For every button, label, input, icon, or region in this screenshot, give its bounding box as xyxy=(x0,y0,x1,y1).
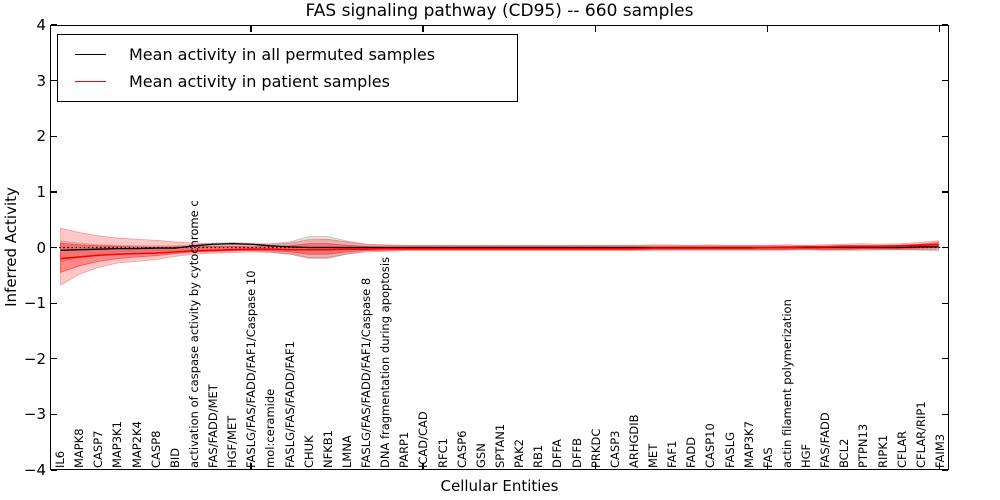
x-category-label: actin filament polymerization xyxy=(779,299,794,468)
y-tick-mark-right xyxy=(942,469,948,471)
y-tick-mark-right xyxy=(942,191,948,193)
y-tick-mark-left xyxy=(51,358,57,360)
x-tick-mark-bottom xyxy=(250,463,252,469)
x-axis-label: Cellular Entities xyxy=(440,477,559,495)
x-category-label: LMNA xyxy=(339,435,354,468)
x-category-label: FAIM3 xyxy=(932,433,947,468)
legend-line-permuted xyxy=(75,54,106,55)
y-tick-mark-right xyxy=(942,246,948,249)
x-category-label: MAP3K1 xyxy=(110,421,125,468)
y-tick-mark-right xyxy=(942,80,948,82)
x-category-label: CHUK xyxy=(301,435,316,468)
legend-entry-label: Mean activity in all permuted samples xyxy=(129,44,436,64)
x-category-label: BID xyxy=(167,447,182,468)
x-category-label: HGF xyxy=(799,443,814,468)
x-category-label: MAP3K7 xyxy=(741,421,756,468)
y-tick-label: 1 xyxy=(36,182,46,201)
x-category-label: RB1 xyxy=(531,444,546,468)
y-tick-mark-left xyxy=(51,413,57,416)
y-tick-mark-right xyxy=(942,24,948,26)
x-category-label: CFLAR xyxy=(894,430,909,468)
legend-entry: Mean activity in patient samples xyxy=(75,68,509,95)
legend-entry: Mean activity in all permuted samples xyxy=(75,41,509,68)
patient-mean-line xyxy=(60,243,939,260)
x-category-label: ICAD/CAD xyxy=(416,411,431,468)
x-category-label: CASP7 xyxy=(91,430,106,468)
y-tick-mark-left xyxy=(51,80,57,82)
x-category-label: FASLG/FAS/FADD/FAF1/Caspase 10 xyxy=(244,270,259,468)
x-category-label: GSN xyxy=(473,443,488,468)
y-tick-label: 3 xyxy=(36,71,46,90)
y-tick-mark-left xyxy=(51,135,57,137)
x-category-label: FASLG/FAS/FADD/FAF1 xyxy=(282,341,297,468)
x-tick-mark-top xyxy=(250,26,252,32)
x-tick-mark-bottom xyxy=(766,463,768,469)
y-tick-mark-left xyxy=(51,24,57,26)
x-tick-mark-top xyxy=(422,26,424,32)
x-tick-mark-bottom xyxy=(594,463,596,469)
y-tick-label: −1 xyxy=(23,294,46,313)
x-category-label: FADD xyxy=(684,436,699,468)
x-category-label: CFLAR/RIP1 xyxy=(913,401,928,468)
x-category-label: MET xyxy=(646,443,661,468)
x-category-label: FAS xyxy=(760,447,775,468)
chart-title: FAS signaling pathway (CD95) -- 660 samp… xyxy=(305,1,694,21)
y-tick-mark-left xyxy=(51,302,57,304)
x-category-label: DFFB xyxy=(569,438,584,468)
legend: Mean activity in all permuted samples Mea… xyxy=(57,34,518,102)
x-category-label: IL6 xyxy=(53,450,68,468)
y-tick-label: −2 xyxy=(23,349,46,368)
x-tick-mark-bottom xyxy=(938,463,941,469)
y-tick-label: 2 xyxy=(36,127,46,146)
chart-canvas xyxy=(51,227,948,286)
y-tick-label: 0 xyxy=(36,238,46,257)
x-category-label: PAK2 xyxy=(512,439,527,468)
plot-area xyxy=(50,25,949,470)
x-category-label: activation of caspase activity by cytoch… xyxy=(186,200,201,468)
x-tick-mark-top xyxy=(938,26,941,32)
x-category-label: MAPK8 xyxy=(72,428,87,468)
x-category-label: HGF/MET xyxy=(225,415,240,468)
x-category-label: CASP6 xyxy=(454,430,469,468)
y-tick-mark-right xyxy=(942,358,948,360)
x-category-label: mol:ceramide xyxy=(263,388,278,468)
x-category-label: CASP3 xyxy=(607,430,622,468)
y-tick-label: −4 xyxy=(23,461,46,479)
x-category-label: FASLG/FAS/FADD/FAF1/Caspase 8 xyxy=(359,277,374,468)
x-category-label: FAS/FADD xyxy=(818,412,833,468)
legend-line-patient xyxy=(75,81,106,82)
legend-entry-label: Mean activity in patient samples xyxy=(129,71,390,91)
x-category-label: ARHGDIB xyxy=(626,414,641,468)
x-category-label: PARP1 xyxy=(397,431,412,468)
x-category-label: CASP8 xyxy=(148,430,163,468)
x-category-label: FAS/FADD/MET xyxy=(206,384,221,468)
x-category-label: RFC1 xyxy=(435,438,450,468)
x-category-label: MAP2K4 xyxy=(129,421,144,468)
x-category-label: SPTAN1 xyxy=(493,423,507,468)
y-tick-mark-left xyxy=(51,246,57,249)
y-tick-label: −3 xyxy=(23,405,46,424)
x-category-label: NFKB1 xyxy=(320,430,335,468)
x-tick-mark-top xyxy=(766,26,768,32)
y-tick-mark-left xyxy=(51,191,57,193)
x-category-label: DNA fragmentation during apoptosis xyxy=(378,256,393,468)
x-category-label: DFFA xyxy=(550,439,565,468)
x-tick-mark-top xyxy=(594,26,596,32)
x-category-label: PTPN13 xyxy=(856,423,871,468)
y-tick-mark-right xyxy=(942,135,948,137)
y-tick-mark-right xyxy=(942,413,948,416)
x-category-label: RIPK1 xyxy=(875,434,890,468)
x-category-label: PRKDC xyxy=(588,428,603,468)
x-category-label: BCL2 xyxy=(837,438,852,468)
x-category-label: FAF1 xyxy=(665,440,680,468)
x-tick-mark-bottom xyxy=(422,463,424,469)
y-tick-mark-left xyxy=(51,469,57,471)
x-category-label: CASP10 xyxy=(703,423,718,468)
x-category-label: FASLG xyxy=(722,431,737,468)
band-1 xyxy=(60,227,939,286)
y-tick-mark-right xyxy=(942,302,948,304)
y-tick-label: 4 xyxy=(36,16,46,34)
